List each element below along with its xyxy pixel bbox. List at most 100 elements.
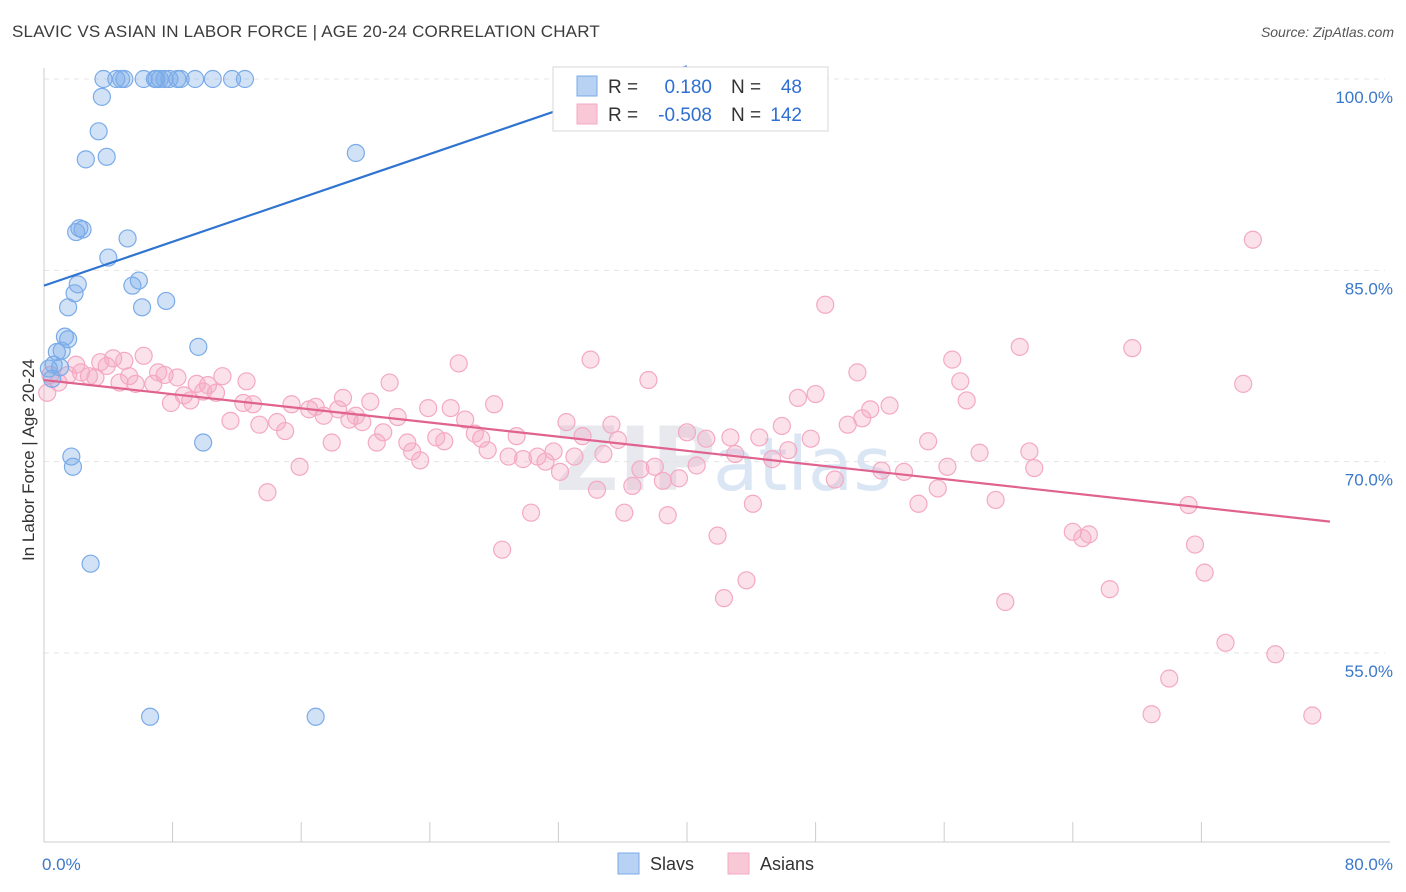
asians-point xyxy=(986,490,1005,510)
asians-point xyxy=(104,349,123,368)
y-tick-labels: 55.0% 70.0% 85.0% 100.0% xyxy=(1335,88,1393,681)
asians-point xyxy=(772,416,791,436)
asians-legend-swatch xyxy=(576,103,598,125)
asians-point xyxy=(168,368,187,387)
asians-point xyxy=(472,429,491,448)
asians-point xyxy=(1185,535,1205,554)
asians-point xyxy=(544,442,563,461)
slavs-point xyxy=(89,122,108,141)
asians-point xyxy=(1123,339,1142,358)
legend-slavs-swatch xyxy=(617,852,640,875)
slavs-point xyxy=(194,433,213,452)
asians-point xyxy=(697,429,716,448)
asians-point xyxy=(594,444,613,464)
asians-point xyxy=(615,503,634,522)
slavs-series xyxy=(39,69,365,726)
asians-point xyxy=(388,407,407,427)
asians-point xyxy=(1142,705,1161,724)
asians-point xyxy=(714,589,734,608)
slavs-n-label: N = xyxy=(731,77,761,98)
slavs-point xyxy=(346,143,365,163)
source-label: Source: ZipAtlas.com xyxy=(1260,24,1394,40)
asians-point xyxy=(602,415,621,434)
asians-point xyxy=(258,483,277,502)
asians-point xyxy=(557,413,576,432)
stats-legend: R = 0.180 N = 48 R = -0.508 N = 142 xyxy=(552,66,829,132)
asians-point xyxy=(250,415,269,434)
asians-point xyxy=(237,372,256,391)
y-tick-label: 100.0% xyxy=(1335,88,1393,107)
asians-point xyxy=(361,392,380,411)
asians-point xyxy=(750,428,769,447)
asians-point xyxy=(565,447,584,466)
slavs-point xyxy=(189,337,208,356)
asians-point xyxy=(677,423,697,442)
slavs-point xyxy=(157,291,176,311)
asians-n-label: N = xyxy=(731,105,761,126)
slavs-point xyxy=(76,150,95,169)
asians-point xyxy=(816,295,835,314)
x-tick-label: 0.0% xyxy=(42,855,81,874)
asians-point xyxy=(1160,669,1179,688)
asians-point xyxy=(380,373,399,392)
asians-r-value: -0.508 xyxy=(658,105,712,126)
asians-point xyxy=(653,471,672,490)
asians-point xyxy=(493,540,512,559)
asians-point xyxy=(513,450,533,469)
asians-point xyxy=(374,423,393,442)
slavs-point xyxy=(59,330,78,349)
asians-point xyxy=(478,441,497,460)
asians-point xyxy=(788,388,808,407)
asians-trend-line xyxy=(43,378,1331,523)
asians-point xyxy=(441,398,460,418)
slavs-r-value: 0.180 xyxy=(664,77,712,98)
asians-point xyxy=(1195,563,1214,582)
asians-point xyxy=(669,469,689,488)
asians-point xyxy=(848,363,867,382)
chart-title: SLAVIC VS ASIAN IN LABOR FORCE | AGE 20-… xyxy=(12,22,600,41)
slavs-point xyxy=(68,275,87,294)
asians-n-value: 142 xyxy=(770,105,802,126)
asians-point xyxy=(282,395,301,414)
slavs-point xyxy=(155,69,174,89)
stats-legend-box xyxy=(552,66,829,132)
asians-point xyxy=(521,503,541,522)
asians-point xyxy=(38,383,57,402)
asians-point xyxy=(880,396,899,415)
y-tick-label: 70.0% xyxy=(1345,471,1393,490)
asians-point xyxy=(631,460,650,479)
asians-point xyxy=(411,451,430,470)
slavs-point xyxy=(63,457,83,476)
asians-point xyxy=(507,427,526,446)
asians-point xyxy=(708,526,727,545)
asians-point xyxy=(419,398,438,418)
asians-point xyxy=(1234,374,1253,393)
x-tick-label: 80.0% xyxy=(1345,855,1393,874)
asians-point xyxy=(970,443,989,462)
asians-point xyxy=(573,427,592,446)
asians-point xyxy=(213,367,232,386)
asians-point xyxy=(1216,633,1235,652)
slavs-point xyxy=(81,554,100,573)
slavs-legend-swatch xyxy=(576,75,598,97)
asians-point xyxy=(608,430,627,450)
asians-point xyxy=(126,374,145,393)
asians-point xyxy=(639,370,658,390)
asians-point xyxy=(779,441,798,460)
axes xyxy=(43,68,1390,843)
asians-point xyxy=(861,400,880,419)
slavs-point xyxy=(118,229,137,248)
watermark-atlas: atlas xyxy=(713,422,892,508)
asians-point xyxy=(353,413,372,432)
slavs-point xyxy=(140,707,160,726)
asians-point xyxy=(134,346,153,365)
slavs-point xyxy=(97,147,116,166)
asians-point xyxy=(290,457,309,476)
asians-point xyxy=(1079,525,1098,544)
asians-series xyxy=(38,230,1322,725)
y-axis-title: In Labor Force | Age 20-24 xyxy=(19,359,38,561)
y-tick-label: 85.0% xyxy=(1345,279,1393,298)
asians-point xyxy=(951,372,970,391)
asians-point xyxy=(996,592,1015,612)
